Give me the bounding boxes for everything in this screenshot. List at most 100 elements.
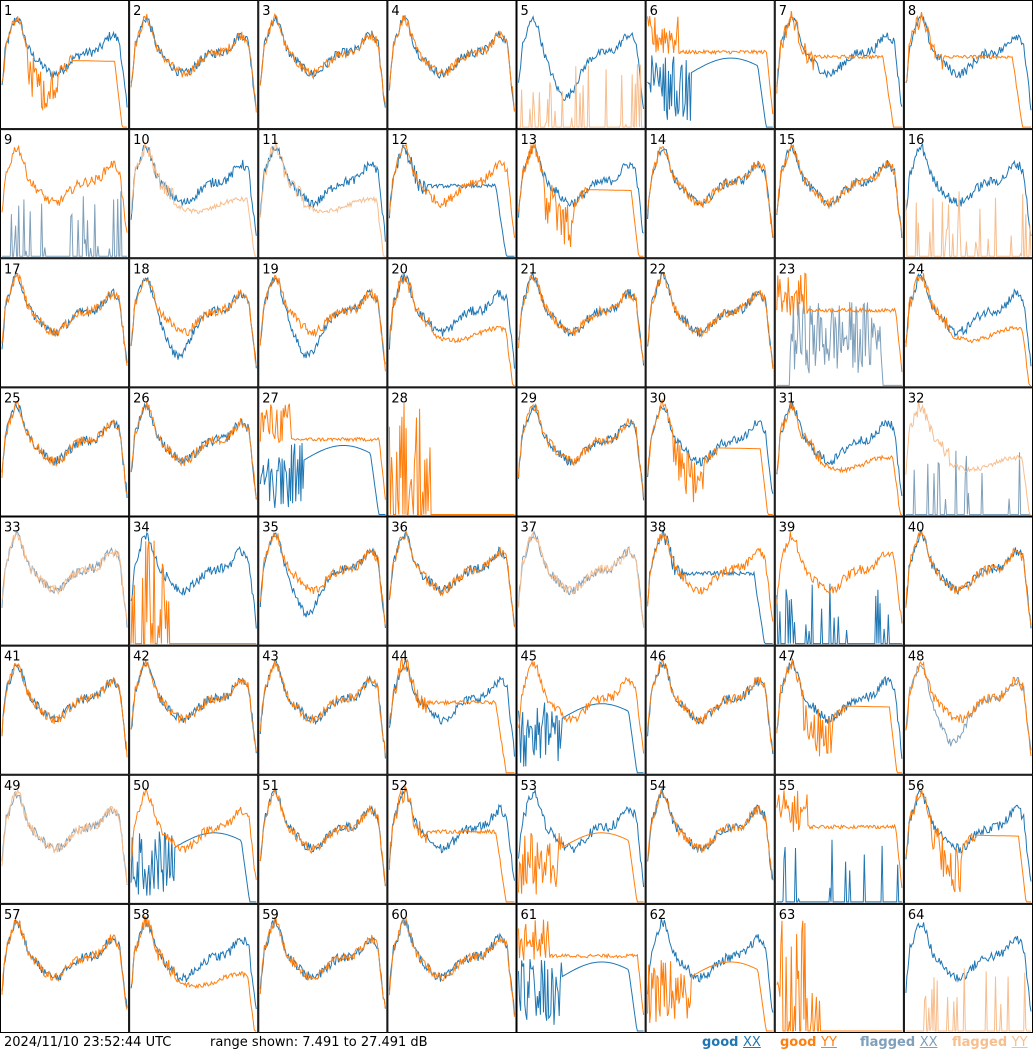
series-xx-good [647,788,774,881]
panel-label: 51 [262,779,279,794]
series-xx-good [905,143,1032,237]
panel-frame [129,258,259,388]
panel-frame [0,387,130,517]
legend-good-xx: good XX [702,1035,761,1050]
panel-28: 28 [387,387,517,517]
panel-20: 20 [387,258,517,388]
legend-flagged-xx: flagged XX [860,1035,938,1050]
panel-label: 26 [133,391,150,406]
panel-label: 20 [391,262,408,277]
panel-label: 35 [262,521,279,536]
panel-label: 9 [4,133,12,148]
panel-frame [774,516,904,646]
range-text: range shown: 7.491 to 27.491 dB [210,1035,428,1050]
series-xx-good [647,405,774,494]
panel-55: 55 [774,774,904,904]
panel-label: 63 [779,908,796,923]
panel-label: 32 [908,391,925,406]
panel-label: 52 [391,779,408,794]
series-yy-good [259,660,386,756]
panel-label: 58 [133,908,150,923]
panel-label: 49 [4,779,21,794]
series-yy-good [518,659,645,754]
panel-label: 59 [262,908,279,923]
panel-14: 14 [645,129,775,259]
series-yy-good [776,399,902,515]
panel-label: 13 [521,133,538,148]
panel-frame [516,903,646,1033]
panel-56: 56 [903,774,1033,904]
panel-label: 19 [262,262,279,277]
series-yy-good [130,659,257,752]
panel-6: 6 [645,0,775,130]
series-yy-good [776,272,903,373]
series-yy-good [1,272,128,366]
panel-50: 50 [129,774,259,904]
panel-40: 40 [903,516,1033,646]
series-yy-good [130,14,257,113]
panel-46: 46 [645,645,775,775]
series-yy-good [259,403,386,500]
series-xx-good [130,16,257,110]
series-yy-good [259,788,386,887]
panel-frame [516,0,646,130]
panel-frame [258,258,388,388]
panel-43: 43 [258,645,388,775]
legend-flagged-xx-abbr: XX [919,1035,938,1050]
panel-label: 38 [650,521,667,536]
panel-label: 12 [391,133,408,148]
series-yy-good [905,788,1031,903]
series-yy-good [388,917,515,1017]
series-xx-good [905,922,1032,1012]
series-xx-good [130,532,257,629]
panel-label: 60 [391,908,408,923]
panel-57: 57 [0,903,130,1033]
panel-60: 60 [387,903,517,1033]
panel-frame [774,387,904,517]
panel-4: 4 [387,0,517,130]
panel-label: 16 [908,133,925,148]
series-yy-good [647,658,774,751]
panel-frame [645,129,775,259]
panel-frame [129,0,259,130]
legend-flagged-xx-label: flagged [860,1035,916,1050]
panel-32: 32 [903,387,1033,517]
panel-33: 33 [0,516,130,646]
panel-label: 34 [133,521,150,536]
panel-label: 5 [521,4,529,19]
series-yy-flagged [1,531,128,622]
panel-frame [0,645,130,775]
series-yy-good [518,832,644,903]
series-yy-good [776,660,902,774]
panel-label: 25 [4,391,21,406]
panel-25: 25 [0,387,130,517]
panel-label: 31 [779,391,796,406]
panel-label: 48 [908,650,925,665]
panel-label: 62 [650,908,667,923]
series-yy-good [776,532,903,624]
panel-label: 43 [262,650,279,665]
panel-44: 44 [387,645,517,775]
panel-frame [258,387,388,517]
panel-label: 44 [391,650,408,665]
series-xx-flagged [1,531,128,628]
panel-frame [387,129,517,259]
panel-label: 6 [650,4,658,19]
panel-label: 1 [4,4,12,19]
panel-label: 37 [521,521,538,536]
panel-27: 27 [258,387,388,517]
series-xx-flagged [518,529,645,626]
panel-7: 7 [774,0,904,130]
panel-label: 22 [650,262,667,277]
series-xx-good [388,788,515,881]
timestamp-text: 2024/11/10 23:52:44 UTC [4,1035,172,1050]
panel-61: 61 [516,903,646,1033]
series-yy-good [130,915,257,1032]
panel-label: 11 [262,133,279,148]
panel-frame [258,129,388,259]
panel-42: 42 [129,645,259,775]
panel-35: 35 [258,516,388,646]
panel-label: 55 [779,779,796,794]
series-xx-good [776,583,902,645]
